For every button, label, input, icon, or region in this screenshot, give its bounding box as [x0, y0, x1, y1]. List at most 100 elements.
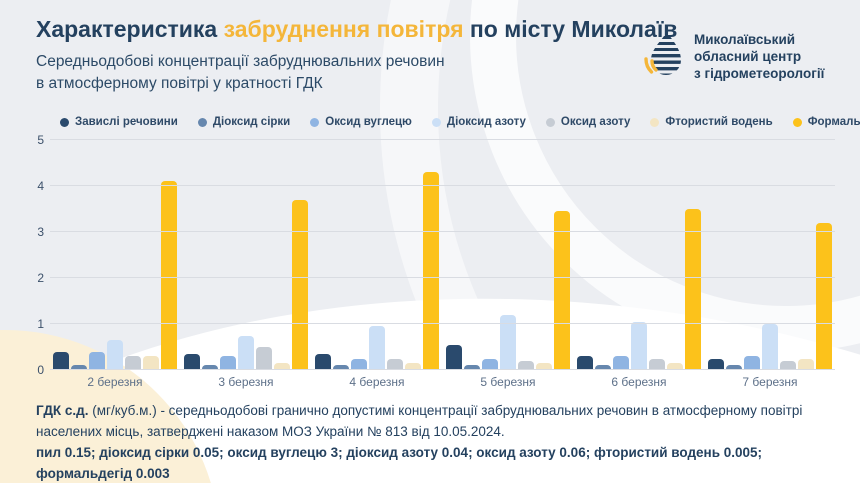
- bar: [369, 326, 385, 370]
- bar: [554, 211, 570, 370]
- x-axis-category-label: 3 березня: [218, 375, 274, 389]
- title-highlight: забруднення повітря: [223, 16, 464, 42]
- legend-label: Фтористий водень: [665, 116, 773, 128]
- gdk-term: ГДК с.д.: [36, 403, 89, 418]
- y-axis-tick-label: 2: [37, 271, 44, 285]
- x-axis-category-label: 6 березня: [611, 375, 667, 389]
- bar: [315, 353, 331, 370]
- bar: [423, 172, 439, 370]
- chart-legend: Завислі речовини Діоксид сірки Оксид вугле…: [60, 116, 860, 128]
- x-axis-category-label: 5 березня: [480, 375, 536, 389]
- gridline: [50, 323, 835, 324]
- bar: [387, 358, 403, 370]
- plot-area: 2 березня 3 березня 4 березня 5 березня 6 бе…: [37, 133, 835, 389]
- subtitle-line1: Середньодобові концентрації забруднюваль…: [36, 53, 445, 70]
- gdk-definition: ГДК с.д. (мг/куб.м.) - середньодобові гр…: [36, 400, 836, 442]
- gdk-limits: пил 0.15; діоксид сірки 0.05; оксид вугл…: [36, 445, 763, 481]
- gridline: [50, 185, 835, 186]
- bar: [53, 351, 69, 370]
- gdk-note: ГДК с.д. (мг/куб.м.) - середньодобові гр…: [36, 400, 836, 483]
- y-axis-tick-label: 1: [37, 317, 44, 331]
- bar: [333, 365, 349, 370]
- bar: [708, 358, 724, 370]
- bar: [292, 199, 308, 370]
- bar: [577, 356, 593, 370]
- y-axis-tick-label: 5: [37, 133, 44, 147]
- legend-item: Оксид вуглецю: [310, 116, 412, 128]
- bar: [685, 209, 701, 370]
- gdk-definition-text: (мг/куб.м.) - середньодобові гранично до…: [36, 403, 803, 439]
- legend-swatch: [431, 117, 441, 127]
- bar: [351, 358, 367, 370]
- bar: [667, 363, 683, 370]
- bar: [631, 321, 647, 370]
- header: Характеристика забруднення повітря по мі…: [36, 14, 677, 95]
- bar: [405, 363, 421, 370]
- legend-item: Завислі речовини: [60, 116, 178, 128]
- bar: [780, 360, 796, 370]
- bar: [595, 365, 611, 370]
- bar: [202, 365, 218, 370]
- gridline: [50, 139, 835, 140]
- y-axis-tick-label: 3: [37, 225, 44, 239]
- legend-label: Оксид вуглецю: [325, 116, 412, 128]
- bar: [125, 356, 141, 370]
- org-name-line3: з гідрометеорології: [694, 65, 825, 81]
- bar: [143, 356, 159, 370]
- legend-label: Завислі речовини: [75, 116, 178, 128]
- x-axis-category-label: 4 березня: [349, 375, 405, 389]
- raindrop-logo-icon: [644, 36, 681, 75]
- bar: [256, 347, 272, 370]
- bar: [89, 351, 105, 370]
- x-axis-category-label: 7 березня: [742, 375, 798, 389]
- org-name-line1: Миколаївський: [694, 31, 796, 47]
- legend-label: Діоксид азоту: [446, 116, 526, 128]
- bar: [71, 365, 87, 370]
- legend-swatch: [60, 117, 69, 127]
- org-logo: Миколаївський обласний центр з гідромете…: [644, 30, 824, 82]
- bar-group: 3 березня: [184, 199, 308, 389]
- x-axis-category-label: 2 березня: [87, 375, 143, 389]
- bar: [107, 340, 123, 370]
- gridline: [50, 369, 835, 370]
- bar: [274, 363, 290, 370]
- legend-item: Діоксид азоту: [431, 116, 526, 128]
- gridline: [50, 231, 835, 232]
- org-name: Миколаївський обласний центр з гідромете…: [694, 31, 824, 82]
- bar: [762, 324, 778, 370]
- legend-item: Діоксид сірки: [197, 116, 291, 128]
- title-suffix: по місту Миколаїв: [463, 16, 678, 42]
- bar: [238, 335, 254, 370]
- legend-label: Формальдегід: [807, 116, 860, 128]
- legend-item: Фтористий водень: [650, 116, 773, 128]
- bar: [184, 353, 200, 370]
- title-prefix: Характеристика: [36, 16, 224, 42]
- bar: [613, 356, 629, 370]
- legend-swatch: [650, 117, 660, 127]
- bar-groups: 2 березня 3 березня 4 березня 5 березня 6 бе…: [50, 140, 835, 389]
- bar-group: 7 березня: [708, 222, 832, 389]
- bar: [726, 365, 742, 370]
- subtitle-line2: в атмосферному повітрі у кратності ГДК: [36, 75, 323, 92]
- bar: [536, 363, 552, 370]
- bar-group: 5 березня: [446, 211, 570, 389]
- page-title: Характеристика забруднення повітря по мі…: [36, 14, 677, 44]
- bar: [744, 356, 760, 370]
- bar: [464, 365, 480, 370]
- bar: [816, 222, 832, 370]
- legend-item: Оксид азоту: [545, 116, 630, 128]
- gridline: [50, 277, 835, 278]
- legend-label: Діоксид сірки: [212, 116, 291, 128]
- bar: [220, 356, 236, 370]
- subtitle: Середньодобові концентрації забруднюваль…: [36, 51, 677, 95]
- bar: [500, 314, 516, 370]
- y-axis-tick-label: 0: [37, 363, 44, 377]
- legend-swatch: [197, 117, 207, 127]
- legend-swatch: [310, 117, 320, 127]
- y-axis-tick-label: 4: [37, 179, 44, 193]
- bar: [161, 181, 177, 370]
- legend-swatch: [545, 117, 555, 127]
- legend-item: Формальдегід: [792, 116, 860, 128]
- bar: [798, 358, 814, 370]
- bar-group: 2 березня: [53, 181, 177, 389]
